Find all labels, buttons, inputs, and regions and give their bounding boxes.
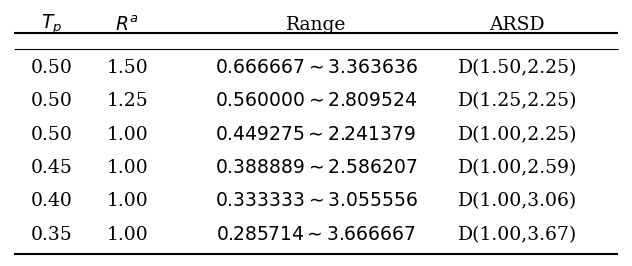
Text: 1.00: 1.00 [106, 192, 148, 210]
Text: 1.00: 1.00 [106, 159, 148, 177]
Text: $0.285714 \sim 3.666667$: $0.285714 \sim 3.666667$ [216, 226, 416, 244]
Text: D(1.00,3.06): D(1.00,3.06) [458, 192, 577, 210]
Text: 0.50: 0.50 [31, 92, 73, 110]
Text: 1.00: 1.00 [106, 226, 148, 244]
Text: 0.50: 0.50 [31, 59, 73, 77]
Text: D(1.00,2.25): D(1.00,2.25) [458, 126, 577, 144]
Text: 0.50: 0.50 [31, 126, 73, 144]
Text: 1.25: 1.25 [106, 92, 148, 110]
Text: 0.45: 0.45 [31, 159, 73, 177]
Text: D(1.25,2.25): D(1.25,2.25) [458, 92, 577, 110]
Text: $R^a$: $R^a$ [116, 15, 139, 35]
Text: D(1.00,3.67): D(1.00,3.67) [458, 226, 577, 244]
Text: 1.00: 1.00 [106, 126, 148, 144]
Text: $T_p$: $T_p$ [41, 13, 63, 37]
Text: 0.40: 0.40 [31, 192, 73, 210]
Text: 0.35: 0.35 [31, 226, 73, 244]
Text: 1.50: 1.50 [106, 59, 148, 77]
Text: D(1.50,2.25): D(1.50,2.25) [458, 59, 577, 77]
Text: $0.333333 \sim 3.055556$: $0.333333 \sim 3.055556$ [215, 192, 417, 210]
Text: $0.388889 \sim 2.586207$: $0.388889 \sim 2.586207$ [215, 159, 417, 177]
Text: $0.560000 \sim 2.809524$: $0.560000 \sim 2.809524$ [215, 92, 417, 110]
Text: Range: Range [286, 16, 346, 34]
Text: ARSD: ARSD [490, 16, 545, 34]
Text: D(1.00,2.59): D(1.00,2.59) [458, 159, 577, 177]
Text: $0.449275 \sim 2.241379$: $0.449275 \sim 2.241379$ [216, 126, 416, 144]
Text: $0.666667 \sim 3.363636$: $0.666667 \sim 3.363636$ [215, 59, 417, 77]
